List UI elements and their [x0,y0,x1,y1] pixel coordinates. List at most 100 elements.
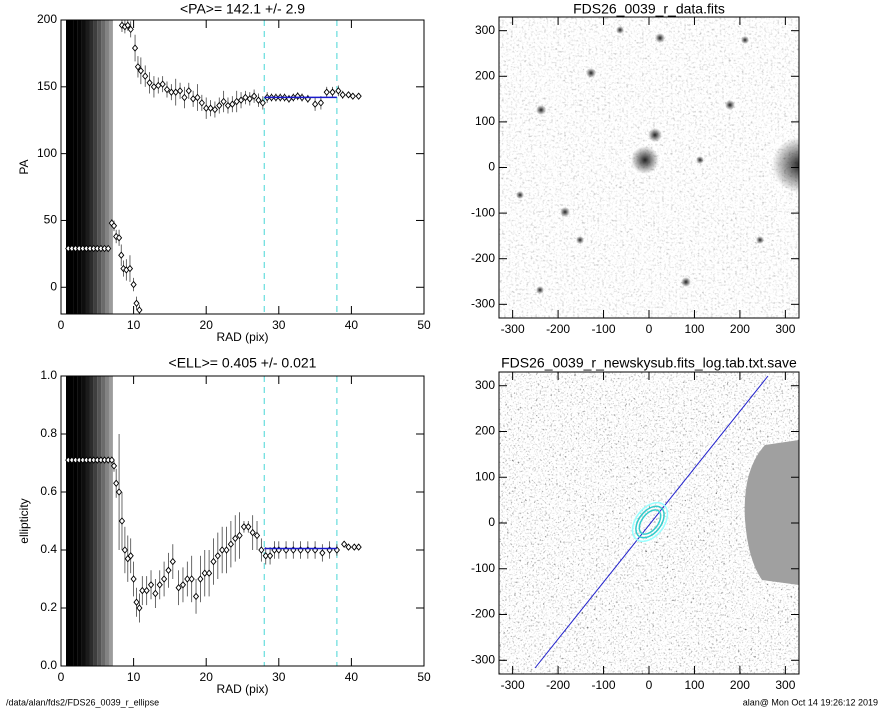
point [168,88,175,96]
y-axis-label: ellipticity [17,498,31,543]
point [223,546,230,554]
point [224,101,232,110]
point [203,104,210,112]
y-tick-label: 300 [475,23,495,37]
x-tick-label: 100 [684,322,704,336]
x-tick-label: 0 [646,322,653,336]
plot-area [499,17,799,318]
x-tick-label: 300 [775,678,795,692]
point [130,280,137,289]
point [172,88,179,96]
shading [85,376,90,666]
point [210,557,217,566]
point [201,569,208,577]
point [133,598,140,606]
point [133,299,140,308]
plot-area [65,20,362,314]
shading [101,20,106,314]
point [258,546,265,554]
shading [93,376,98,666]
point [207,104,214,112]
point [161,575,168,583]
point [355,543,362,551]
point [192,592,200,601]
x-tick-label: 200 [730,678,750,692]
source [560,207,570,217]
point [294,92,301,100]
x-tick-label: 300 [775,322,795,336]
source [756,236,764,244]
point [214,552,221,560]
point [108,456,115,464]
frame [60,375,425,667]
point [115,488,123,496]
point [267,552,274,560]
point [236,531,243,540]
y-tick-label: 0.2 [40,600,57,614]
x-tick-label: 40 [345,318,359,332]
x-tick-label: 40 [345,670,359,684]
y-tick-label: -200 [471,607,495,621]
shading [69,376,74,666]
point [219,546,226,554]
y-tick-label: 100 [37,146,57,160]
shading [97,20,102,314]
source [696,156,704,164]
shading [81,20,86,314]
x-tick-label: 0 [58,670,65,684]
point [131,44,139,52]
y-tick-label: 150 [37,79,57,93]
point [197,575,204,583]
y-tick-label: 0.6 [40,484,57,498]
shading [77,376,82,666]
point [155,81,162,90]
x-tick-label: 0 [646,678,653,692]
point [136,306,143,314]
shading [89,376,94,666]
point [110,222,118,230]
x-tick-label: 20 [200,318,214,332]
x-tick-label: 10 [127,318,141,332]
y-tick-label: -200 [471,251,495,265]
y-tick-label: 0 [488,160,495,174]
point [220,97,227,106]
panel-title: <PA>= 142.1 +/- 2.9 [180,1,305,17]
shading [73,376,78,666]
source [725,100,735,110]
isophote [635,505,665,539]
shading [81,376,86,666]
point [185,87,192,95]
y-tick-label: 300 [475,378,495,392]
x-tick-label: 10 [127,670,141,684]
point [345,543,352,551]
point [105,244,112,253]
y-tick-label: 100 [475,114,495,128]
point [118,251,125,259]
x-tick-label: -200 [546,322,570,336]
point [110,462,118,470]
y-tick-label: -300 [471,296,495,310]
point [146,79,153,87]
x-tick-label: 20 [200,670,214,684]
source [772,137,799,193]
point [156,581,163,589]
y-tick-label: -100 [471,205,495,219]
point [175,583,182,592]
point [163,85,171,94]
panel-title: FDS26_0039_r_data.fits [573,1,725,17]
point [242,93,249,102]
source [648,128,662,142]
isophote [638,509,662,535]
point [339,91,346,99]
point [206,569,213,577]
source [536,286,544,294]
source [655,33,665,43]
point [124,21,131,30]
plot-area [65,376,362,666]
point [198,99,205,107]
point [216,101,223,110]
shading [69,20,74,314]
x-tick-label: -300 [501,678,525,692]
point [211,105,218,114]
point [181,93,188,102]
